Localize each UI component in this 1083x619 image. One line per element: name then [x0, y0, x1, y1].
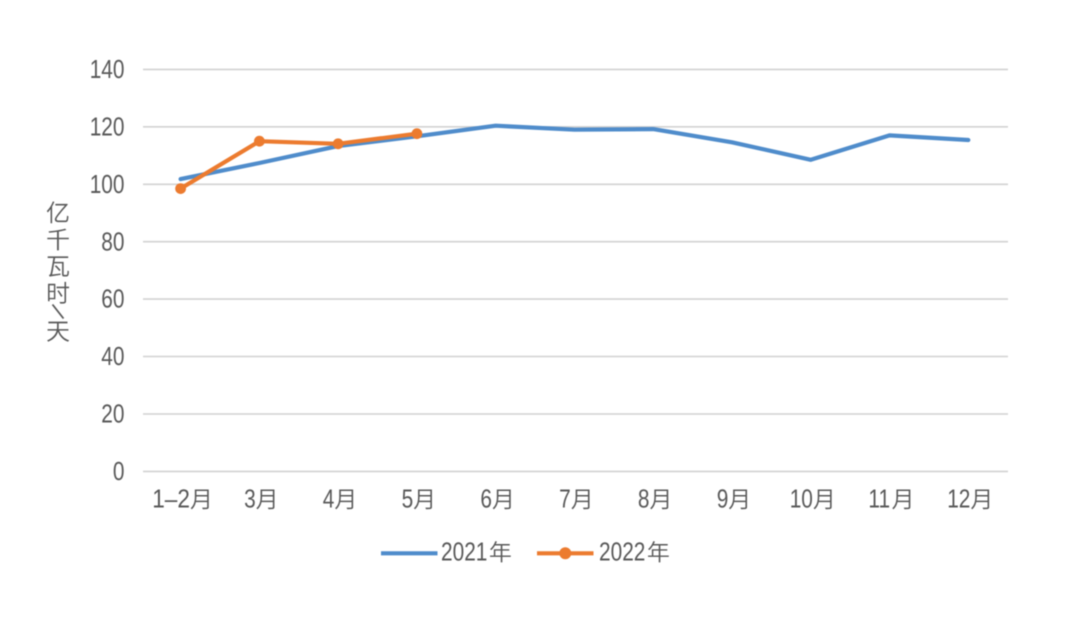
svg-text:3: 3	[244, 484, 256, 513]
svg-text:10: 10	[790, 484, 813, 513]
svg-text:7: 7	[559, 484, 571, 513]
svg-text:20: 20	[101, 399, 124, 428]
svg-text:12: 12	[947, 484, 970, 513]
svg-text:140: 140	[90, 55, 125, 84]
svg-text:4: 4	[323, 484, 335, 513]
svg-text:5: 5	[402, 484, 414, 513]
svg-text:100: 100	[90, 170, 125, 199]
svg-text:40: 40	[101, 342, 124, 371]
svg-text:2022: 2022	[599, 537, 645, 566]
svg-text:0: 0	[113, 457, 125, 486]
svg-text:6: 6	[480, 484, 492, 513]
svg-text:8: 8	[638, 484, 650, 513]
svg-text:1–2: 1–2	[152, 485, 190, 514]
svg-text:80: 80	[101, 227, 124, 256]
svg-text:11: 11	[868, 484, 890, 513]
svg-text:2021: 2021	[441, 537, 487, 566]
svg-text:120: 120	[90, 112, 125, 141]
svg-text:60: 60	[101, 285, 124, 314]
svg-text:9: 9	[717, 484, 729, 513]
